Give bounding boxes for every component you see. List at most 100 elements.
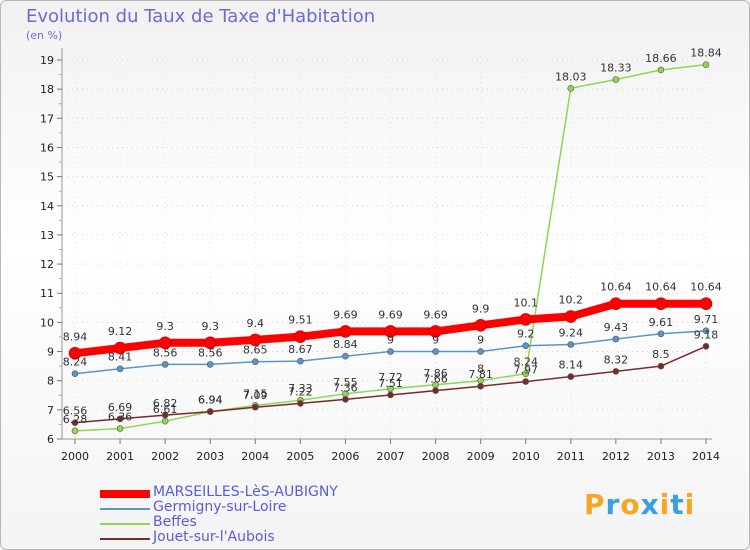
y-tick-label: 14 [40, 200, 54, 213]
logo-letter: i [659, 488, 671, 521]
data-label: 9.69 [378, 308, 403, 321]
data-label: 9.12 [108, 325, 133, 338]
data-point [113, 341, 127, 355]
data-point [612, 335, 620, 343]
x-tick-label: 2003 [196, 450, 224, 463]
data-point [387, 391, 394, 399]
data-point [474, 318, 487, 332]
y-tick-label: 15 [40, 171, 54, 184]
data-point [477, 382, 484, 390]
x-tick-label: 2013 [647, 450, 675, 463]
data-label: 8.56 [198, 346, 223, 359]
data-point [564, 310, 578, 323]
data-label: 8.94 [63, 330, 88, 343]
data-point [251, 358, 259, 366]
x-tick-label: 2004 [241, 450, 269, 463]
data-point [387, 348, 394, 355]
y-tick-label: 12 [40, 258, 54, 271]
data-point [297, 357, 304, 365]
data-label: 8.5 [652, 348, 670, 361]
y-tick-label: 9 [47, 346, 54, 359]
data-label: 6.82 [153, 397, 178, 410]
data-label: 9.3 [201, 320, 219, 333]
x-tick-label: 2001 [106, 450, 134, 463]
logo-letter: x [640, 488, 660, 521]
y-tick-label: 19 [40, 54, 54, 67]
chart-title: Evolution du Taux de Taxe d'Habitation [26, 6, 376, 27]
data-point [567, 341, 575, 348]
data-point [702, 61, 710, 68]
data-label: 9.61 [649, 316, 674, 329]
data-label: 9.18 [694, 328, 719, 341]
data-label: 7.15 [243, 387, 268, 400]
data-label: 7.97 [513, 364, 538, 377]
legend-swatch [100, 538, 150, 540]
y-tick-label: 16 [40, 141, 54, 154]
data-point [429, 325, 442, 338]
data-label: 9.24 [559, 327, 584, 340]
data-point [432, 348, 439, 355]
data-point [702, 327, 710, 335]
data-label: 8.32 [604, 353, 629, 366]
data-point [158, 336, 172, 350]
data-point [203, 336, 217, 350]
data-label: 8.56 [153, 346, 178, 359]
data-label: 6.69 [108, 401, 133, 414]
data-label: 8.14 [559, 359, 584, 372]
x-tick-label: 2011 [557, 450, 585, 463]
x-tick-label: 2007 [377, 450, 405, 463]
x-tick-label: 2009 [467, 450, 495, 463]
data-point [384, 325, 397, 338]
logo-letter: i [684, 488, 696, 521]
data-point [342, 396, 349, 403]
data-point [657, 66, 665, 74]
logo-letter: r [605, 488, 621, 521]
data-label: 7.81 [468, 368, 493, 381]
data-label: 18.66 [645, 52, 677, 65]
data-label: 7.55 [333, 376, 358, 389]
data-label: 18.33 [600, 62, 632, 75]
logo-letter: P [584, 488, 606, 521]
data-label: 9 [387, 334, 394, 347]
data-point [657, 362, 665, 370]
data-point [71, 427, 79, 435]
x-tick-label: 2002 [151, 450, 179, 463]
data-label: 7.36 [333, 381, 358, 394]
data-point [161, 411, 169, 419]
data-label: 9.43 [604, 321, 629, 334]
data-label: 6.56 [63, 405, 88, 418]
data-label: 10.64 [690, 281, 722, 294]
data-label: 6.94 [198, 394, 223, 407]
data-point [161, 417, 169, 425]
data-label: 9.9 [472, 302, 490, 315]
data-label: 10.64 [645, 281, 677, 294]
data-point [519, 313, 533, 326]
data-label: 9.2 [517, 328, 535, 341]
data-point [657, 330, 665, 338]
logo-letter: t [670, 488, 685, 521]
data-label: 7.22 [288, 385, 313, 398]
data-label: 7.72 [378, 371, 403, 384]
y-tick-label: 10 [40, 316, 54, 329]
data-point [339, 325, 352, 338]
data-point [251, 403, 259, 411]
data-point [161, 361, 169, 368]
y-tick-label: 11 [40, 287, 54, 300]
legend-label: Germigny-sur-Loire [153, 499, 287, 515]
x-tick-label: 2008 [422, 450, 450, 463]
data-point [71, 370, 79, 377]
data-point [297, 400, 304, 407]
data-label: 9.3 [156, 320, 174, 333]
logo-letter: o [620, 488, 641, 521]
data-label: 8.65 [243, 344, 268, 357]
data-point [612, 368, 620, 375]
data-label: 7.33 [288, 382, 313, 395]
data-point [342, 352, 349, 360]
legend-label: MARSEILLES-LèS-AUBIGNY [153, 484, 338, 500]
data-point [612, 76, 620, 83]
data-label: 9.69 [423, 308, 448, 321]
data-label: 9 [432, 334, 439, 347]
data-point [71, 419, 79, 426]
